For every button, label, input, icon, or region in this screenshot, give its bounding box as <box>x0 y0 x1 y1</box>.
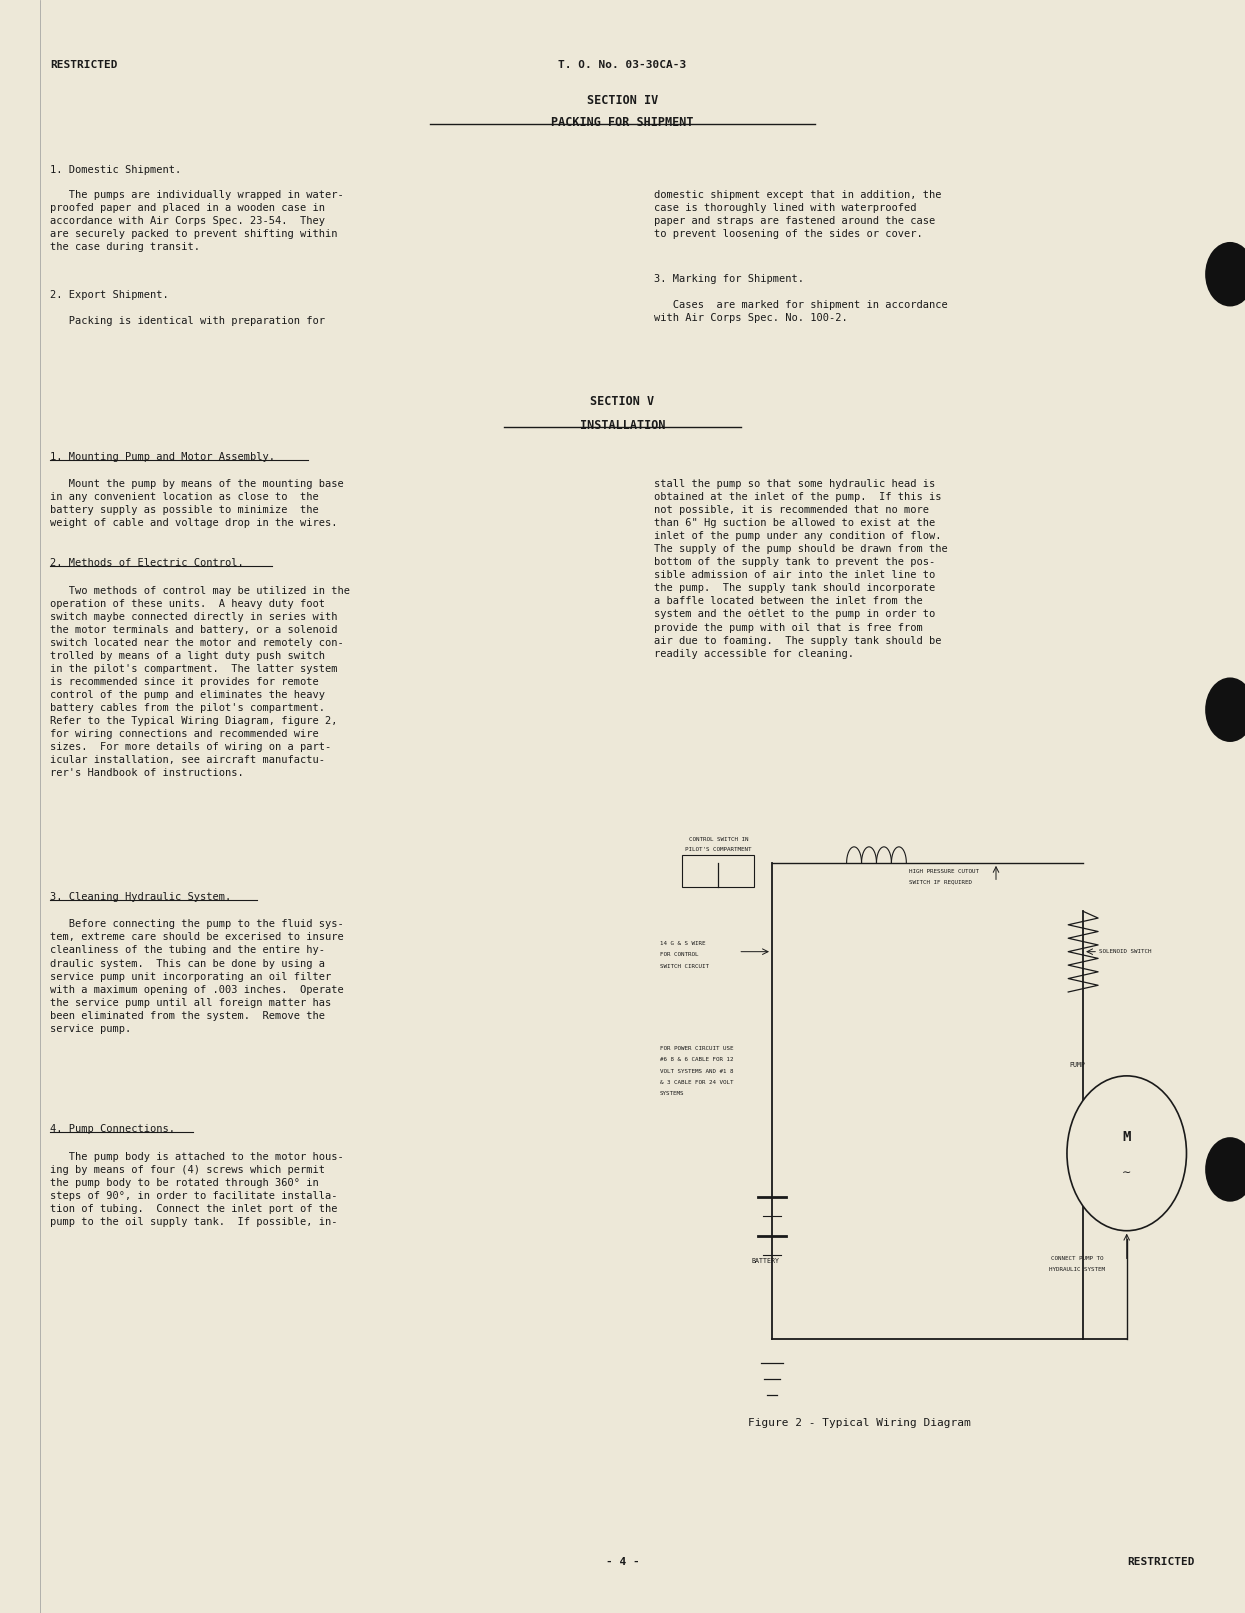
Text: stall the pump so that some hydraulic head is
obtained at the inlet of the pump.: stall the pump so that some hydraulic he… <box>654 479 947 658</box>
Text: - 4 -: - 4 - <box>605 1557 640 1566</box>
Text: PACKING FOR SHIPMENT: PACKING FOR SHIPMENT <box>552 116 693 129</box>
Text: SWITCH IF REQUIRED: SWITCH IF REQUIRED <box>909 879 972 886</box>
Text: domestic shipment except that in addition, the
case is thoroughly lined with wat: domestic shipment except that in additio… <box>654 190 941 239</box>
Text: SWITCH CIRCUIT: SWITCH CIRCUIT <box>660 963 708 969</box>
Text: SECTION V: SECTION V <box>590 395 655 408</box>
Text: #6 8 & 6 CABLE FOR 12: #6 8 & 6 CABLE FOR 12 <box>660 1057 733 1063</box>
Text: 3. Marking for Shipment.: 3. Marking for Shipment. <box>654 274 803 284</box>
Text: 2. Export Shipment.: 2. Export Shipment. <box>50 290 168 300</box>
Text: 2. Methods of Electric Control.: 2. Methods of Electric Control. <box>50 558 244 568</box>
Text: 1. Mounting Pump and Motor Assembly.: 1. Mounting Pump and Motor Assembly. <box>50 452 275 461</box>
Text: PUMP: PUMP <box>1069 1061 1084 1068</box>
Text: Mount the pump by means of the mounting base
in any convenient location as close: Mount the pump by means of the mounting … <box>50 479 344 527</box>
Text: SYSTEMS: SYSTEMS <box>660 1090 685 1097</box>
Text: The pumps are individually wrapped in water-
proofed paper and placed in a woode: The pumps are individually wrapped in wa… <box>50 190 344 253</box>
Text: SECTION IV: SECTION IV <box>586 94 659 106</box>
Text: Cases  are marked for shipment in accordance
with Air Corps Spec. No. 100-2.: Cases are marked for shipment in accorda… <box>654 300 947 323</box>
Text: Packing is identical with preparation for: Packing is identical with preparation fo… <box>50 316 325 326</box>
Text: Figure 2 - Typical Wiring Diagram: Figure 2 - Typical Wiring Diagram <box>748 1418 970 1428</box>
Text: VOLT SYSTEMS AND #1 8: VOLT SYSTEMS AND #1 8 <box>660 1068 733 1074</box>
Text: & 3 CABLE FOR 24 VOLT: & 3 CABLE FOR 24 VOLT <box>660 1079 733 1086</box>
Text: FOR POWER CIRCUIT USE: FOR POWER CIRCUIT USE <box>660 1045 733 1052</box>
Text: 4. Pump Connections.: 4. Pump Connections. <box>50 1124 174 1134</box>
Text: HYDRAULIC SYSTEM: HYDRAULIC SYSTEM <box>1050 1266 1104 1273</box>
Text: ∼: ∼ <box>1122 1168 1132 1177</box>
Text: Two methods of control may be utilized in the
operation of these units.  A heavy: Two methods of control may be utilized i… <box>50 586 350 777</box>
Text: INSTALLATION: INSTALLATION <box>580 419 665 432</box>
Circle shape <box>1067 1076 1186 1231</box>
Text: HIGH PRESSURE CUTOUT: HIGH PRESSURE CUTOUT <box>909 868 979 874</box>
Circle shape <box>1205 677 1245 742</box>
Text: The pump body is attached to the motor hous-
ing by means of four (4) screws whi: The pump body is attached to the motor h… <box>50 1152 344 1227</box>
Text: CONTROL SWITCH IN: CONTROL SWITCH IN <box>688 837 748 842</box>
Text: PILOT'S COMPARTMENT: PILOT'S COMPARTMENT <box>685 847 752 852</box>
Text: M: M <box>1123 1131 1130 1144</box>
Text: RESTRICTED: RESTRICTED <box>50 60 117 69</box>
Text: BATTERY: BATTERY <box>752 1258 779 1265</box>
Text: T. O. No. 03-30CA-3: T. O. No. 03-30CA-3 <box>558 60 687 69</box>
Bar <box>682 855 754 887</box>
Circle shape <box>1205 1137 1245 1202</box>
Text: RESTRICTED: RESTRICTED <box>1128 1557 1195 1566</box>
Circle shape <box>1205 242 1245 306</box>
Text: SOLENOID SWITCH: SOLENOID SWITCH <box>1099 948 1152 955</box>
Text: 3. Cleaning Hydraulic System.: 3. Cleaning Hydraulic System. <box>50 892 232 902</box>
Text: FOR CONTROL: FOR CONTROL <box>660 952 698 958</box>
Text: 1. Domestic Shipment.: 1. Domestic Shipment. <box>50 165 181 174</box>
Text: Before connecting the pump to the fluid sys-
tem, extreme care should be exceris: Before connecting the pump to the fluid … <box>50 919 344 1034</box>
Text: 14 G & S WIRE: 14 G & S WIRE <box>660 940 706 947</box>
Text: CONNECT PUMP TO: CONNECT PUMP TO <box>1051 1255 1103 1261</box>
